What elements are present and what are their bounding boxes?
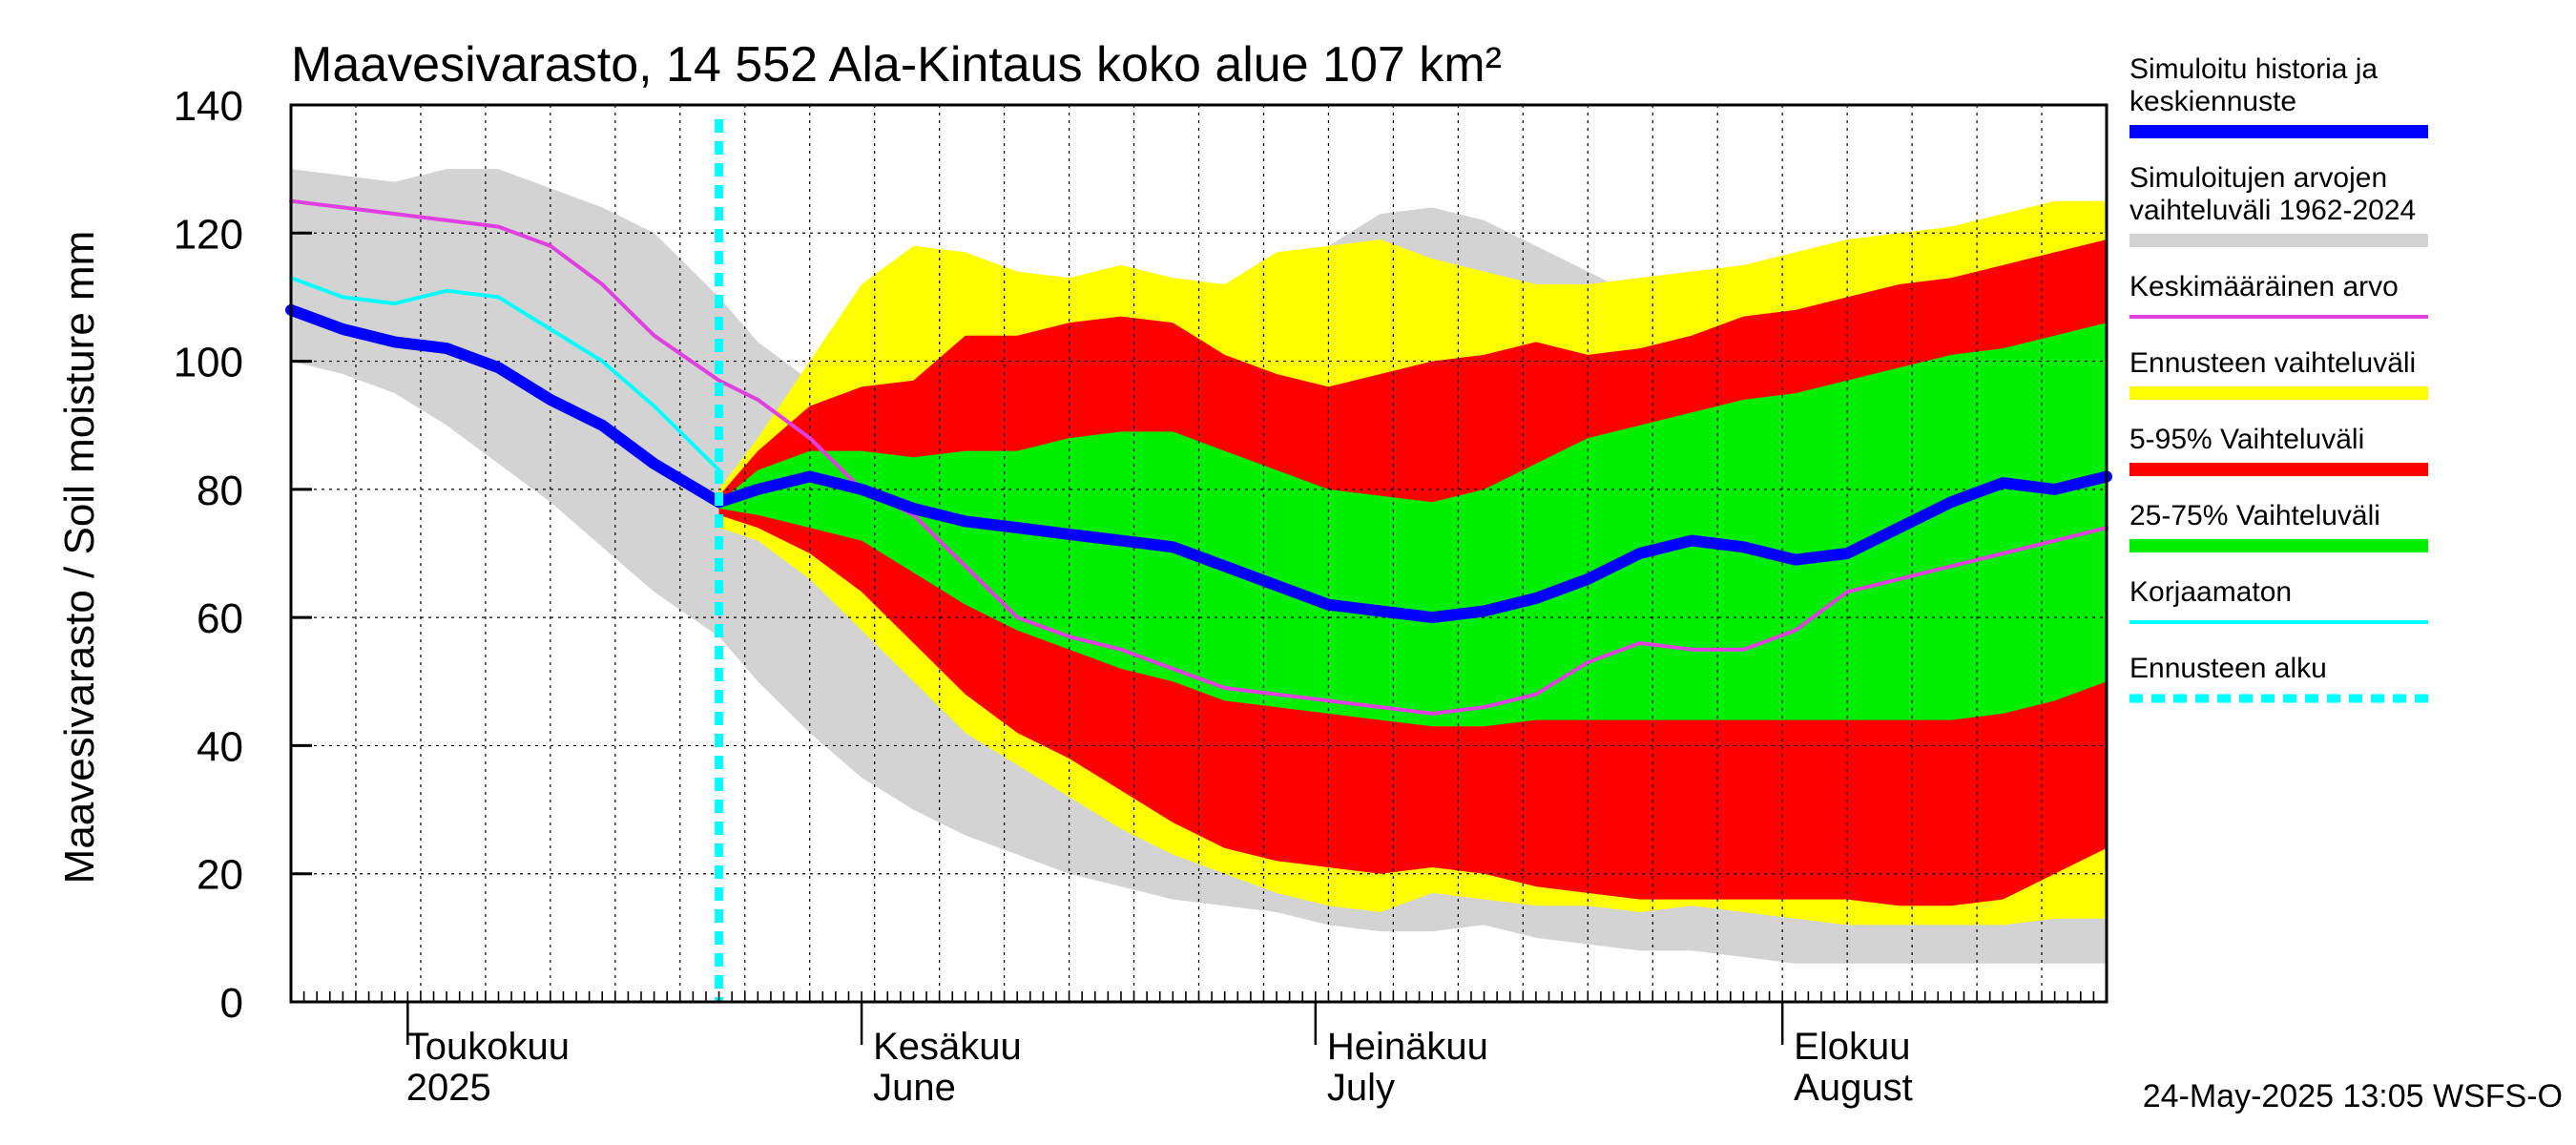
x-month-label-2: Heinäkuu [1327,1026,1488,1068]
x-month-sublabel-0: 2025 [406,1067,491,1109]
y-axis-label: Maavesivarasto / Soil moisture mm [56,231,103,885]
line-1-0 [289,276,721,472]
x-month-label-1: Kesäkuu [873,1026,1022,1068]
y-tick-label-20: 20 [197,852,243,899]
x-month-sublabel-3: August [1794,1067,1913,1109]
y-tick-label-140: 140 [174,83,243,130]
plot-area [285,104,2112,1003]
legend-item-2: Keskimääräinen arvo [2129,271,2428,319]
legend-label-2-0: Keskimääräinen arvo [2129,271,2399,302]
legend-label-0-1: keskiennuste [2129,86,2296,117]
legend-item-3: Ennusteen vaihteluväli [2129,347,2428,400]
legend-label-1-1: vaihteluväli 1962-2024 [2129,195,2416,226]
legend-label-3-0: Ennusteen vaihteluväli [2129,347,2416,379]
legend-label-1-0: Simuloitujen arvojen [2129,162,2387,194]
y-tick-label-120: 120 [174,211,243,258]
legend-item-5: 25-75% Vaihteluväli [2129,500,2428,552]
legend-item-4: 5-95% Vaihteluväli [2129,424,2428,476]
legend-label-6-0: Korjaamaton [2129,576,2292,608]
legend: Simuloitu historia jakeskiennusteSimuloi… [2129,53,2428,703]
timestamp-footer: 24-May-2025 13:05 WSFS-O [2143,1078,2563,1114]
legend-item-7: Ennusteen alku [2129,653,2428,703]
legend-item-6: Korjaamaton [2129,576,2428,624]
band-3 [718,323,2107,727]
y-tick-label-40: 40 [197,723,243,770]
legend-label-7-0: Ennusteen alku [2129,653,2327,684]
x-month-sublabel-1: June [873,1067,956,1109]
y-tick-label-80: 80 [197,468,243,514]
x-month-label-0: Toukokuu [406,1026,570,1068]
line-0-0 [289,198,2109,716]
y-tick-label-60: 60 [197,595,243,642]
y-tick-label-0: 0 [220,980,243,1027]
x-month-sublabel-2: July [1327,1067,1395,1109]
line-2-0 [285,303,2112,624]
legend-label-5-0: 25-75% Vaihteluväli [2129,500,2380,531]
x-month-label-3: Elokuu [1794,1026,1910,1068]
chart-title: Maavesivarasto, 14 552 Ala-Kintaus koko … [291,37,1502,93]
y-tick-label-100: 100 [174,340,243,386]
legend-label-4-0: 5-95% Vaihteluväli [2129,424,2364,455]
legend-label-0-0: Simuloitu historia ja [2129,53,2378,85]
